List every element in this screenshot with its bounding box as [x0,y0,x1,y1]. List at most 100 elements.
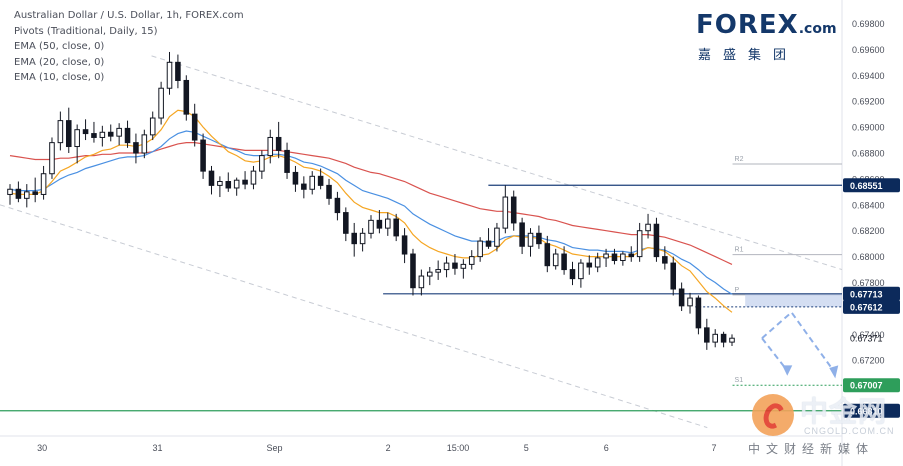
candle-body [385,218,391,229]
candle-body [586,262,593,268]
channel-upper-line [151,55,843,271]
y-tick-label: 0.69000 [852,123,885,133]
candle-body [468,256,475,265]
legend-symbol: Australian Dollar / U.S. Dollar, 1h, FOR… [14,10,244,21]
price-label-bg [843,378,900,393]
price-label: 0.68551 [850,181,883,191]
candle-body [628,253,635,258]
candle-body [40,173,47,195]
x-tick-label: 5 [524,443,529,453]
price-label: 0.67713 [850,289,883,299]
candle-body [200,139,206,172]
candle-body [720,333,727,343]
watermark-url: CNGOLD.COM.CN [804,426,895,436]
candle-body [578,262,584,280]
candle-body [49,142,55,175]
candle-body [292,171,299,185]
candle-body [620,253,626,262]
y-tick-label: 0.68400 [852,200,885,210]
candle-body [477,240,483,258]
x-tick-label: 30 [37,443,47,453]
candle-body [242,179,248,185]
candle-body [343,212,349,234]
candle-body [494,227,500,247]
ema50-line [9,142,733,265]
candle-body [133,142,139,154]
y-tick-label: 0.67400 [852,330,885,340]
chart-legend: Australian Dollar / U.S. Dollar, 1h, FOR… [14,8,244,86]
pivot-label-p: P [735,287,740,294]
price-label: 0.67371 [850,334,883,344]
candle-body [544,243,551,267]
candle-body [175,61,181,81]
candle-body [351,232,357,245]
candle-body [645,223,651,232]
pivot-label-s1: S1 [735,377,744,384]
watermark-subtitle: 中文财经新媒体 [748,442,875,456]
y-tick-label: 0.68200 [852,226,885,236]
price-label-bg [843,178,900,193]
y-tick-label: 0.69600 [852,45,885,55]
candle-body [15,188,22,199]
candle-body [208,170,215,186]
candle-body [309,175,316,190]
candle-body [729,337,735,343]
watermark-text: 中金网 [800,395,888,428]
forex-logo: FOREX.com 嘉盛集团 [696,10,846,63]
y-tick-label: 0.69400 [852,71,885,81]
legend-ema20: EMA (20, close, 0) [14,56,105,68]
candle-body [653,223,660,258]
price-label-bg [843,299,900,314]
legend-pivots: Pivots (Traditional, Daily, 15) [14,25,158,37]
candle-body [183,79,190,115]
candle-body [317,175,324,186]
candle-body [359,232,366,245]
candle-body [158,87,164,119]
candle-body [217,180,223,186]
candle-body [301,183,307,190]
candle-body [91,133,97,138]
candle-body [99,131,106,138]
price-label: 0.66810 [850,406,883,416]
x-tick-label: Sep [266,443,282,453]
arrow-head-right-icon [829,365,839,379]
x-tick-label: 15:00 [447,443,470,453]
candle-body [594,257,601,268]
candle-body [116,127,122,137]
candle-body [141,134,148,154]
candle-body [326,184,332,199]
candle-body [435,269,441,273]
candle-body [259,155,265,172]
pivot-label-r2: R2 [735,156,744,163]
candle-body [401,235,408,255]
arrow-head-left-icon [782,365,793,376]
candle-body [443,262,450,271]
candle-body [376,219,383,229]
projection-arrow-right [761,310,837,374]
candle-body [82,129,89,135]
candle-body [267,136,274,157]
pivot-label-r1: R1 [735,247,744,254]
candle-body [678,288,685,307]
y-tick-label: 0.68800 [852,149,885,159]
candle-body [687,297,693,307]
candle-body [107,131,114,137]
y-tick-label: 0.69800 [852,19,885,29]
candle-body [74,129,80,148]
candle-body [611,253,618,262]
y-tick-label: 0.69200 [852,97,885,107]
y-tick-label: 0.67800 [852,278,885,288]
candle-body [452,262,458,269]
candle-body [527,232,534,247]
candle-body [670,262,677,290]
projection-arrow-left [761,337,789,372]
candle-body [334,197,341,214]
candle-body [426,271,433,277]
candle-body [191,113,198,141]
candle-body [561,253,567,271]
support-zone [745,293,842,307]
legend-ema50: EMA (50, close, 0) [14,41,105,52]
candle-body [32,191,38,195]
logo-wordmark: FOREX.com [696,10,837,40]
